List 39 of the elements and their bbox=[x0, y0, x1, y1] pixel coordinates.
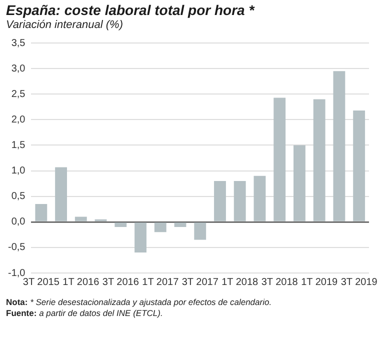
bar bbox=[114, 222, 127, 227]
x-tick-label: 1T 2016 bbox=[62, 276, 100, 288]
x-tick-label: 1T 2018 bbox=[222, 276, 259, 288]
x-tick-label: 1T 2019 bbox=[301, 276, 338, 288]
chart-title: España: coste laboral total por hora * bbox=[5, 1, 256, 18]
bar bbox=[234, 181, 246, 222]
bar bbox=[353, 110, 366, 222]
bar bbox=[35, 204, 48, 222]
text: Nota: * Serie desestacionalizada y ajustada por efectos de calendario. bbox=[6, 297, 273, 308]
y-tick-label: 0,0 bbox=[11, 216, 26, 228]
bar bbox=[74, 216, 87, 222]
chart-subtitle: Variación interanual (%) bbox=[5, 18, 124, 31]
bar bbox=[254, 176, 266, 222]
bar bbox=[55, 167, 67, 222]
y-tick-label: 2,5 bbox=[11, 88, 26, 100]
bar bbox=[294, 145, 306, 222]
x-tick-label: 3T 2019 bbox=[340, 276, 378, 288]
bar bbox=[154, 222, 166, 232]
y-tick-label: 0,5 bbox=[11, 191, 26, 202]
bar bbox=[134, 222, 146, 253]
x-tick-label: 3T 2017 bbox=[182, 276, 219, 288]
y-tick-label: 1,5 bbox=[11, 140, 26, 151]
bar bbox=[274, 98, 286, 222]
source-note: Fuente: a partir de datos del INE (ETCL). bbox=[6, 308, 164, 319]
x-tick-label: 3T 2015 bbox=[22, 276, 60, 288]
y-tick-label: 1,0 bbox=[11, 166, 26, 177]
bar bbox=[313, 99, 326, 222]
x-tick-label: 3T 2018 bbox=[261, 276, 298, 288]
bar bbox=[333, 71, 346, 222]
bar bbox=[194, 222, 206, 240]
y-tick-label: 2,0 bbox=[11, 114, 26, 126]
bar bbox=[174, 222, 186, 227]
x-tick-label: 3T 2016 bbox=[102, 276, 140, 288]
bar bbox=[214, 181, 226, 222]
y-tick-label: -0,5 bbox=[8, 242, 26, 254]
y-tick-label: -1,0 bbox=[8, 268, 26, 279]
x-tick-label: 1T 2017 bbox=[142, 276, 180, 288]
y-tick-label: 3,5 bbox=[11, 38, 26, 49]
y-tick-label: 3,0 bbox=[11, 63, 26, 74]
